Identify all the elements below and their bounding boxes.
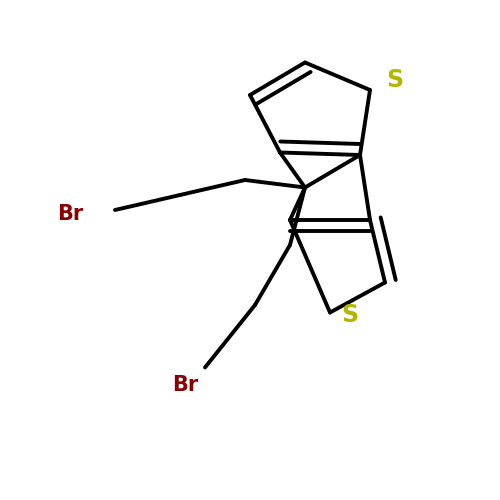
Text: Br: Br	[172, 375, 199, 395]
Text: Br: Br	[58, 204, 84, 224]
Text: S: S	[342, 303, 358, 327]
Text: S: S	[386, 68, 404, 92]
